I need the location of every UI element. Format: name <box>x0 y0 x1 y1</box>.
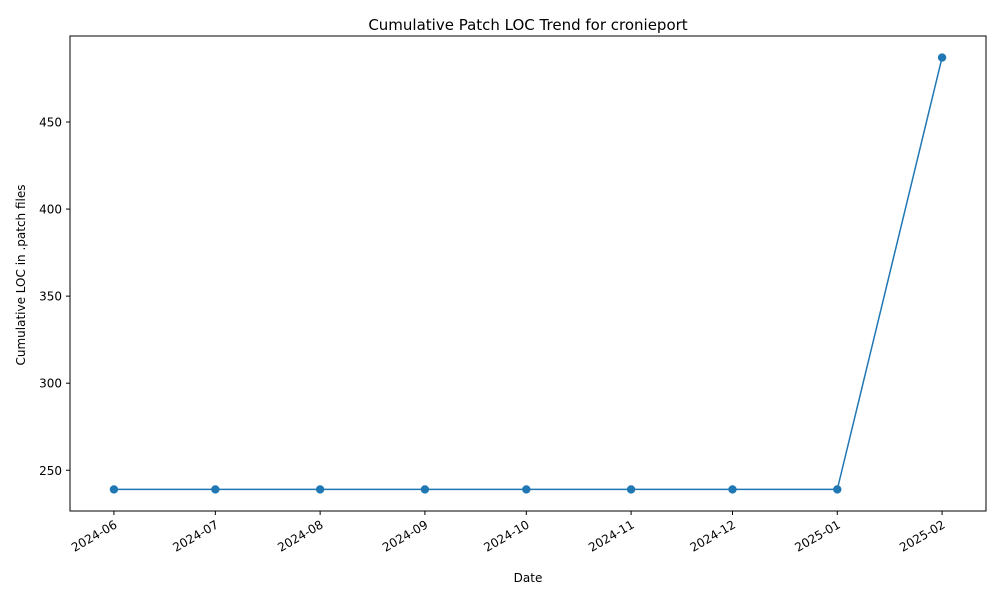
y-axis-label: Cumulative LOC in .patch files <box>14 185 28 366</box>
axes-frame <box>69 35 987 512</box>
x-axis-label: Date <box>514 571 543 585</box>
data-point <box>522 485 531 494</box>
data-point <box>211 485 220 494</box>
y-tick-label: 400 <box>39 203 62 217</box>
data-point <box>626 485 636 494</box>
data-point <box>420 485 430 494</box>
y-tick-label: 450 <box>39 116 62 130</box>
y-tick-label: 350 <box>39 290 62 304</box>
data-point <box>833 485 842 494</box>
y-tick-label: 250 <box>39 464 62 478</box>
chart-title: Cumulative Patch LOC Trend for croniepor… <box>368 16 687 34</box>
data-point <box>109 485 119 494</box>
data-point <box>315 485 325 494</box>
data-point <box>937 53 947 62</box>
y-tick-label: 300 <box>39 377 62 391</box>
data-point <box>728 485 737 494</box>
